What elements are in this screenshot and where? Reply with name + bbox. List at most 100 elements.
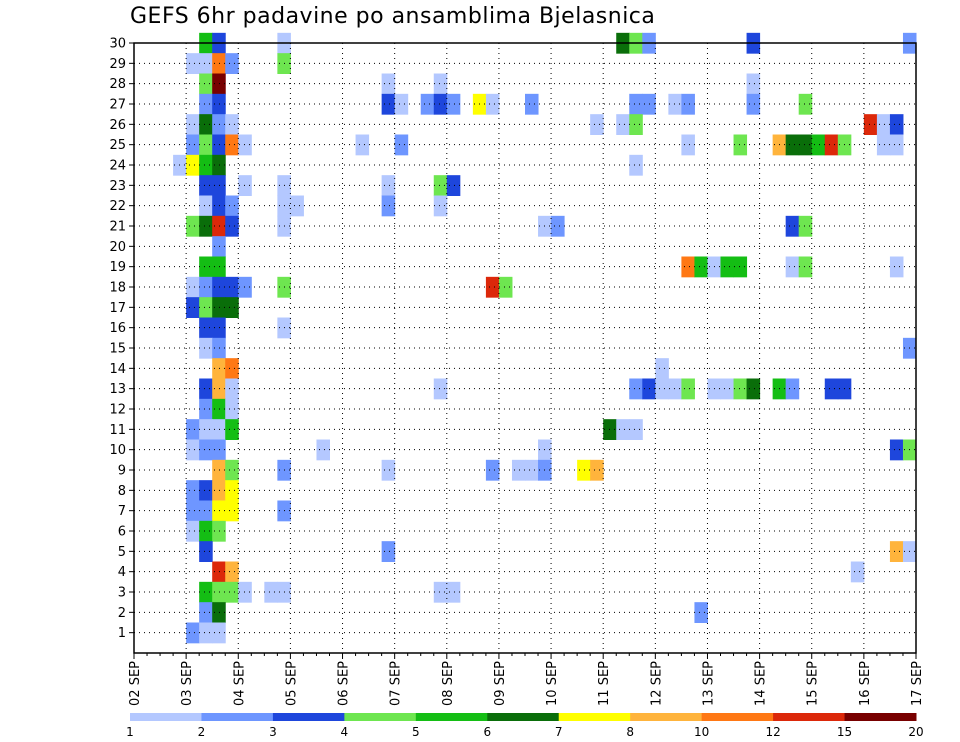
heatmap-cell: [629, 154, 643, 176]
heatmap-cell: [785, 256, 800, 278]
heatmap-cell: [798, 93, 813, 115]
heatmap-cell: [212, 73, 226, 95]
colorbar-segment: [844, 713, 917, 721]
colorbar-segment: [773, 713, 846, 721]
heatmap-cell: [498, 276, 513, 298]
colorbar-segment: [630, 713, 703, 721]
heatmap-cell: [212, 581, 226, 603]
heatmap-cell: [590, 114, 604, 135]
heatmap-cell: [186, 500, 200, 522]
colorbar-segment: [701, 713, 774, 721]
heatmap-cell: [889, 114, 904, 135]
heatmap-cell: [225, 581, 239, 603]
heatmap-cell: [889, 134, 904, 156]
x-tick-label: 09 SEP: [493, 661, 508, 706]
heatmap-cell: [212, 500, 226, 522]
heatmap-cell: [225, 500, 239, 522]
heatmap-cell: [212, 256, 226, 278]
heatmap-cell: [668, 93, 682, 115]
heatmap-cell: [381, 195, 396, 217]
heatmap-cell: [212, 297, 226, 318]
heatmap-cell: [694, 256, 708, 278]
heatmap-cell: [733, 134, 748, 156]
heatmap-cell: [225, 398, 239, 420]
heatmap-cell: [681, 256, 695, 278]
heatmap-cell: [433, 378, 448, 400]
y-tick-label: 29: [109, 57, 126, 72]
heatmap-cell: [186, 114, 200, 135]
heatmap-cell: [876, 114, 891, 135]
heatmap-cell: [733, 378, 748, 400]
colorbar-label: 4: [341, 725, 349, 739]
heatmap-cell: [798, 256, 813, 278]
heatmap-cell: [199, 602, 213, 623]
colorbar-segment: [272, 713, 345, 721]
heatmap-cell: [212, 236, 226, 257]
heatmap-cell: [485, 93, 500, 115]
heatmap-cell: [225, 53, 239, 74]
heatmap-cell: [199, 317, 213, 339]
heatmap-cell: [629, 419, 643, 440]
colorbar-label: 20: [908, 725, 923, 739]
y-tick-label: 19: [109, 260, 126, 275]
x-tick-label: 07 SEP: [389, 661, 404, 706]
heatmap-cell: [225, 297, 239, 318]
heatmap-cell: [733, 256, 748, 278]
heatmap-cell: [238, 276, 252, 298]
heatmap-cell: [199, 93, 213, 115]
heatmap-cell: [238, 134, 252, 156]
heatmap-cell: [225, 358, 239, 379]
heatmap-cell: [225, 480, 239, 501]
x-tick-label: 11 SEP: [597, 661, 612, 706]
heatmap-cell: [394, 134, 409, 156]
x-tick-label: 15 SEP: [806, 661, 821, 706]
heatmap-cell: [199, 520, 213, 542]
heatmap-cell: [616, 114, 630, 135]
heatmap-cell: [199, 114, 213, 135]
heatmap-cell: [212, 175, 226, 196]
y-tick-label: 12: [109, 403, 126, 418]
x-tick-label: 10 SEP: [545, 661, 560, 706]
heatmap-cell: [785, 215, 800, 237]
heatmap-cell: [876, 134, 891, 156]
colorbar-segment: [344, 713, 417, 721]
y-tick-label: 27: [109, 98, 126, 113]
heatmap-cell: [720, 378, 735, 400]
colorbar-segment: [201, 713, 274, 721]
y-tick-label: 16: [109, 321, 126, 336]
y-tick-label: 9: [118, 464, 126, 479]
colorbar-label: 5: [412, 725, 420, 739]
heatmap-cell: [720, 256, 735, 278]
heatmap-cell: [225, 459, 239, 481]
heatmap-cell: [889, 439, 904, 461]
heatmap-cell: [186, 154, 200, 176]
colorbar-segment: [415, 713, 488, 721]
heatmap-cell: [551, 215, 565, 237]
y-tick-label: 13: [109, 382, 126, 397]
heatmap-cell: [212, 195, 226, 217]
colorbar-label: 15: [837, 725, 852, 739]
heatmap-cell: [629, 93, 643, 115]
heatmap-cell: [186, 622, 200, 644]
y-tick-label: 15: [109, 342, 126, 357]
x-tick-label: 06 SEP: [337, 661, 352, 706]
heatmap-cell: [199, 73, 213, 95]
heatmap-cell: [186, 53, 200, 74]
y-tick-label: 10: [109, 443, 126, 458]
heatmap-cell: [225, 134, 239, 156]
y-tick-label: 6: [118, 525, 126, 540]
heatmap-cell: [433, 195, 448, 217]
heatmap-cell: [355, 134, 370, 156]
colorbar-label: 12: [765, 725, 780, 739]
y-tick-label: 11: [109, 423, 126, 438]
heatmap-cell: [785, 378, 800, 400]
heatmap-cell: [811, 134, 826, 156]
heatmap-cell: [694, 602, 708, 623]
heatmap-cell: [199, 378, 213, 400]
heatmap-cell: [655, 378, 669, 400]
heatmap-cell: [212, 439, 226, 461]
heatmap-cell: [889, 541, 904, 562]
x-tick-label: 12 SEP: [649, 661, 664, 706]
heatmap-cell: [199, 134, 213, 156]
